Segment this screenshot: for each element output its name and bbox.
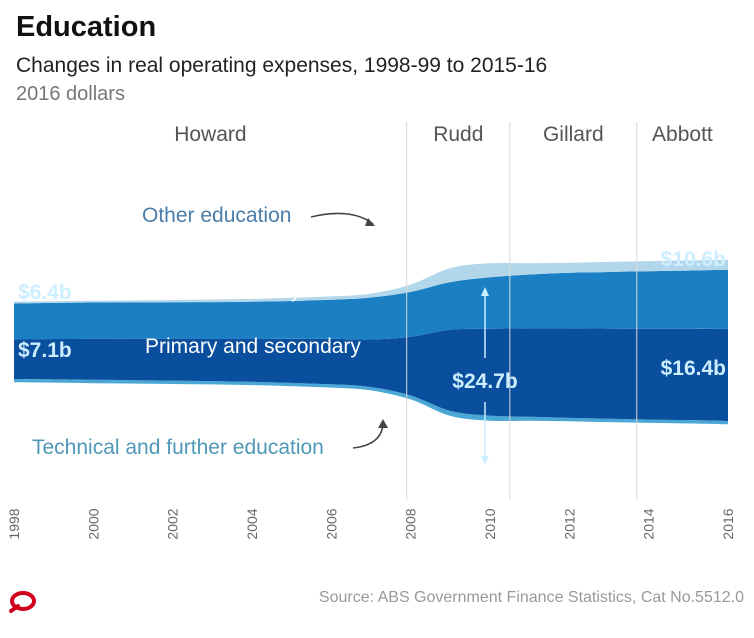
era-label-howard: Howard <box>174 123 246 146</box>
stream-areas <box>14 259 728 425</box>
total-arrowhead-up <box>481 287 489 296</box>
value-primary-start: $7.1b <box>18 339 72 362</box>
other-education-arrowhead <box>365 218 375 226</box>
x-tick-2006: 2006 <box>323 508 339 539</box>
x-axis-ticks: 1998 2000 2002 2004 2006 2008 2010 2012 2014 2016 <box>6 508 736 539</box>
area-other-education <box>14 259 728 304</box>
value-primary-end: $16.4b <box>661 357 726 380</box>
chart-title: Education <box>16 11 156 43</box>
value-university-start: $6.4b <box>18 281 72 304</box>
era-label-gillard: Gillard <box>543 123 604 146</box>
label-technical-education: Technical and further education <box>32 436 324 459</box>
chart-units: 2016 dollars <box>16 83 125 105</box>
area-technical-and-further-education <box>14 379 728 425</box>
x-tick-2008: 2008 <box>403 508 419 539</box>
value-total-peak: $24.7b <box>452 370 517 393</box>
other-education-pointer <box>310 212 374 225</box>
label-primary-secondary: Primary and secondary <box>145 335 361 358</box>
x-tick-2000: 2000 <box>85 508 101 539</box>
technical-arrowhead <box>378 419 388 428</box>
era-label-rudd: Rudd <box>433 123 483 146</box>
source-note: Source: ABS Government Finance Statistic… <box>319 589 744 606</box>
publisher-logo-icon <box>9 591 36 613</box>
area-primary-and-secondary <box>14 328 728 421</box>
x-tick-2002: 2002 <box>165 508 181 539</box>
area-university <box>14 269 728 340</box>
era-label-abbott: Abbott <box>652 123 713 146</box>
x-tick-2016: 2016 <box>720 508 736 539</box>
x-tick-2010: 2010 <box>482 508 498 539</box>
x-tick-2014: 2014 <box>641 508 657 539</box>
label-university: University <box>209 279 302 302</box>
era-labels: Howard Rudd Gillard Abbott <box>174 123 713 146</box>
x-tick-2004: 2004 <box>244 508 260 539</box>
value-university-end: $10.6b <box>661 248 726 271</box>
total-arrowhead-down <box>481 456 489 465</box>
x-tick-2012: 2012 <box>561 508 577 539</box>
x-tick-1998: 1998 <box>6 508 22 539</box>
label-other-education: Other education <box>142 204 291 227</box>
chart-subtitle: Changes in real operating expenses, 1998… <box>16 54 547 77</box>
era-dividers <box>406 122 638 500</box>
